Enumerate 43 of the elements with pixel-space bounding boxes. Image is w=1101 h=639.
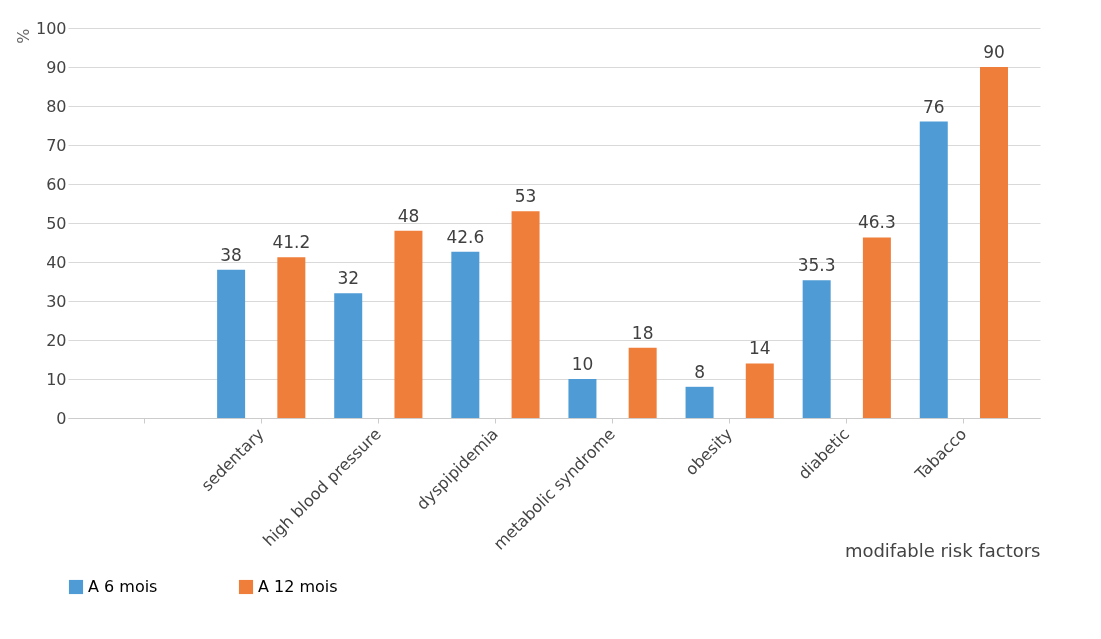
legend-label: A 12 mois bbox=[258, 577, 338, 596]
y-tick-label: 80 bbox=[46, 96, 67, 116]
y-tick-label: 10 bbox=[46, 369, 67, 389]
bar bbox=[628, 347, 657, 418]
data-label: 90 bbox=[983, 42, 1005, 62]
bar bbox=[685, 386, 714, 418]
bar bbox=[511, 211, 540, 418]
data-label: 32 bbox=[337, 268, 360, 289]
bar bbox=[217, 269, 246, 418]
bar bbox=[334, 293, 363, 418]
bar bbox=[919, 121, 948, 418]
data-label: 38 bbox=[220, 244, 242, 265]
y-tick-label: 70 bbox=[46, 135, 67, 155]
data-label: 76 bbox=[922, 96, 945, 117]
data-label: 46.3 bbox=[857, 212, 896, 233]
data-label: 42.6 bbox=[446, 226, 485, 247]
bar bbox=[802, 280, 831, 418]
bar bbox=[451, 251, 480, 418]
y-tick-label: 30 bbox=[46, 291, 67, 311]
data-label: 41.2 bbox=[272, 232, 311, 253]
legend-label: A 6 mois bbox=[88, 577, 158, 596]
y-tick-label: 90 bbox=[46, 57, 67, 77]
y-axis-title: % bbox=[13, 28, 33, 44]
y-tick-label: 40 bbox=[46, 252, 67, 272]
data-label: 14 bbox=[748, 338, 771, 359]
data-label: 53 bbox=[514, 186, 537, 207]
data-label: 8 bbox=[694, 361, 705, 382]
y-tick-label: 50 bbox=[46, 213, 67, 233]
y-tick-label: 60 bbox=[46, 174, 67, 194]
y-tick-label: 100 bbox=[35, 18, 67, 38]
data-label: 18 bbox=[631, 322, 654, 343]
bar bbox=[394, 230, 423, 418]
bar bbox=[862, 237, 891, 418]
x-axis-title: modifable risk factors bbox=[844, 539, 1041, 561]
bar bbox=[979, 67, 1008, 418]
bar bbox=[277, 257, 306, 418]
y-tick-label: 20 bbox=[46, 330, 67, 350]
bar bbox=[568, 379, 597, 418]
bar bbox=[745, 363, 774, 418]
data-label: 35.3 bbox=[797, 255, 836, 276]
data-label: 10 bbox=[571, 354, 594, 374]
y-tick-label: 0 bbox=[56, 408, 67, 428]
data-label: 48 bbox=[397, 205, 420, 226]
